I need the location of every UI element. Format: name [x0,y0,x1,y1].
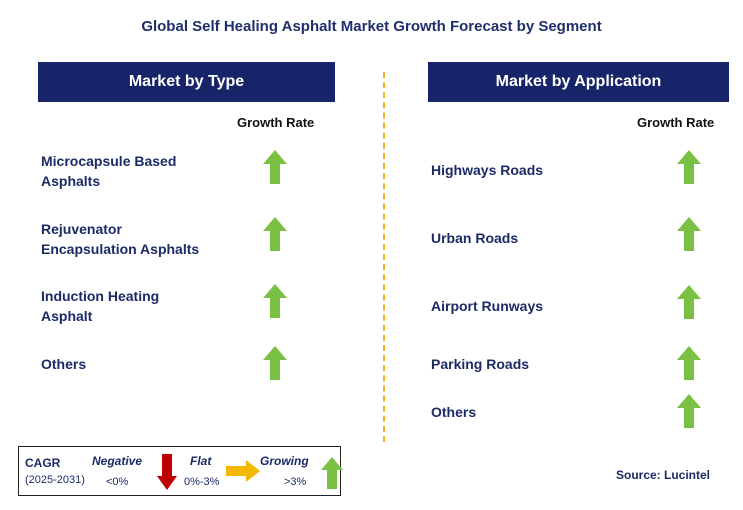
right-item-parking: Parking Roads [431,356,530,372]
legend-negative-label: Negative [92,454,143,468]
arrow-up-icon [677,346,701,380]
item-line1: Others [41,356,87,372]
page-title: Global Self Healing Asphalt Market Growt… [141,18,602,35]
right-panel-header-label: Market by Application [495,73,662,90]
arrow-down-icon [157,454,177,490]
right-item-highways: Highways Roads [431,162,544,178]
arrow-up-icon [263,217,287,251]
panel-divider [383,72,385,442]
arrow-up-icon [677,285,701,319]
item-line2: Encapsulation Asphalts [41,241,200,257]
left-item-induction: Induction Heating Asphalt [41,286,159,326]
left-item-microcapsule: Microcapsule Based Asphalts [41,151,176,191]
item-line1: Induction Heating [41,288,160,304]
item-line1: Rejuvenator [41,221,122,237]
right-growth-rate-label: Growth Rate [637,115,715,130]
right-panel-header: Market by Application [428,62,729,102]
item-line1: Microcapsule Based [41,153,177,169]
right-item-urban: Urban Roads [431,230,519,246]
arrow-up-icon [677,150,701,184]
legend-flat-range: 0%-3% [184,476,220,488]
right-item-airport: Airport Runways [431,298,544,314]
arrow-up-icon [263,346,287,380]
legend-negative-range: <0% [106,476,129,488]
arrow-up-icon [263,150,287,184]
legend-period: (2025-2031) [25,474,85,486]
arrow-up-icon [321,457,343,489]
legend-growing-range: >3% [284,476,307,488]
right-item-others: Others [431,404,477,420]
left-panel-header: Market by Type [38,62,335,102]
source-note: Source: Lucintel [616,468,711,482]
arrow-up-icon [677,394,701,428]
legend-flat-label: Flat [190,454,212,468]
arrow-up-icon [263,284,287,318]
legend-growing-label: Growing [260,454,309,468]
left-item-others: Others [41,354,86,374]
item-line2: Asphalt [41,308,93,324]
left-item-rejuvenator: Rejuvenator Encapsulation Asphalts [41,219,199,259]
left-panel-header-label: Market by Type [128,73,245,90]
left-growth-rate-label: Growth Rate [237,115,315,130]
cagr-legend [18,446,341,496]
arrow-up-icon [677,217,701,251]
legend-cagr-label: CAGR [25,456,61,470]
item-line2: Asphalts [41,173,101,189]
arrow-right-icon [226,460,260,482]
